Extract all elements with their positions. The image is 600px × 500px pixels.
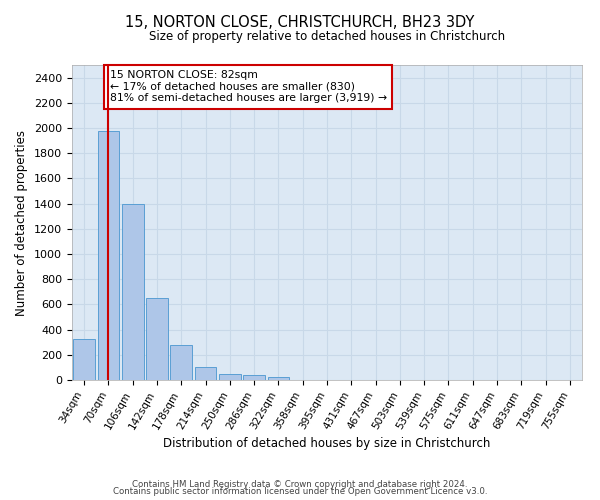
Text: 15 NORTON CLOSE: 82sqm
← 17% of detached houses are smaller (830)
81% of semi-de: 15 NORTON CLOSE: 82sqm ← 17% of detached…	[110, 70, 387, 103]
Bar	[97, 131, 119, 380]
Text: Contains HM Land Registry data © Crown copyright and database right 2024.: Contains HM Land Registry data © Crown c…	[132, 480, 468, 489]
Text: 15, NORTON CLOSE, CHRISTCHURCH, BH23 3DY: 15, NORTON CLOSE, CHRISTCHURCH, BH23 3DY	[125, 15, 475, 30]
Bar	[243, 375, 265, 380]
Text: Contains public sector information licensed under the Open Government Licence v3: Contains public sector information licen…	[113, 487, 487, 496]
Bar	[122, 204, 143, 380]
X-axis label: Distribution of detached houses by size in Christchurch: Distribution of detached houses by size …	[163, 437, 491, 450]
Y-axis label: Number of detached properties: Number of detached properties	[16, 130, 28, 316]
Bar	[219, 374, 241, 380]
Bar	[73, 339, 95, 380]
Bar	[170, 346, 192, 380]
Bar	[194, 367, 217, 380]
Bar	[146, 298, 168, 380]
Title: Size of property relative to detached houses in Christchurch: Size of property relative to detached ho…	[149, 30, 505, 43]
Bar	[268, 377, 289, 380]
